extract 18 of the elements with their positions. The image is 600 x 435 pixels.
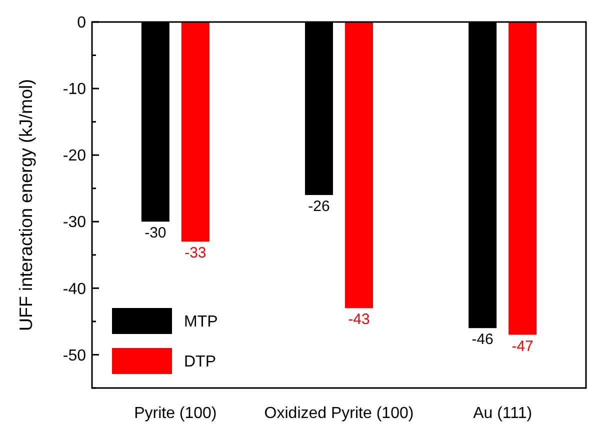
y-tick-label: -10 bbox=[62, 81, 86, 98]
y-tick-label: 0 bbox=[77, 14, 86, 32]
data-label: -26 bbox=[308, 198, 330, 216]
y-tick-label: -40 bbox=[62, 280, 86, 298]
y-axis-title: UFF interaction energy (kJ/mol) bbox=[16, 78, 36, 332]
data-label: -46 bbox=[472, 331, 494, 348]
data-label: -30 bbox=[144, 224, 166, 242]
legend-label: DTP bbox=[184, 354, 216, 371]
x-tick-label: Au (111) bbox=[473, 405, 532, 422]
y-tick-label: -30 bbox=[62, 214, 86, 232]
data-label: -47 bbox=[512, 338, 534, 355]
data-label: -43 bbox=[348, 311, 370, 328]
data-label: -33 bbox=[184, 244, 206, 262]
y-tick-label: -50 bbox=[62, 347, 86, 364]
legend-label: MTP bbox=[184, 314, 218, 331]
x-tick-label: Pyrite (100) bbox=[134, 405, 217, 422]
x-tick-label: Oxidized Pyrite (100) bbox=[264, 405, 414, 422]
y-tick-label: -20 bbox=[62, 148, 86, 165]
